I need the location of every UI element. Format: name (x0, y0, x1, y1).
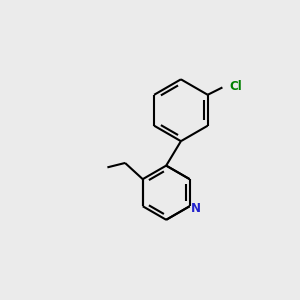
Text: Cl: Cl (230, 80, 242, 93)
Text: N: N (191, 202, 201, 215)
